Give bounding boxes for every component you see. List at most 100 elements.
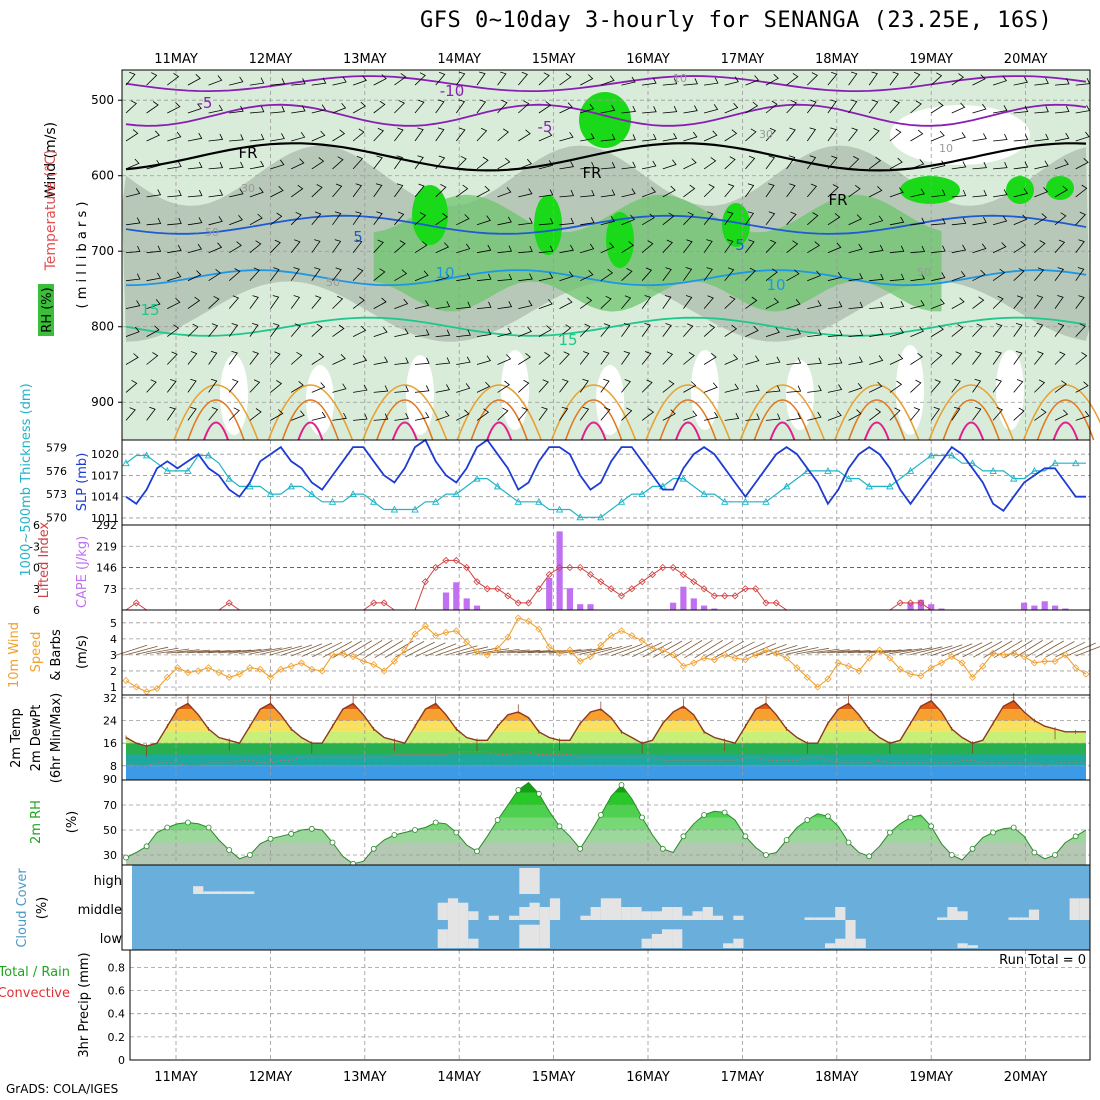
- cloud-high-bar: [529, 868, 540, 894]
- wind-barb: [951, 73, 964, 86]
- wind-barb: [745, 384, 760, 393]
- wind-barb: [889, 245, 905, 254]
- wind-barb: [1054, 185, 1068, 198]
- lifted-index-point: [617, 592, 626, 600]
- wind-barb: [745, 211, 755, 226]
- wind-barb: [910, 299, 925, 309]
- wind-barb: [394, 328, 409, 337]
- wind-barb: [167, 244, 182, 254]
- wind-barb: [703, 211, 714, 226]
- wind-speed-point: [865, 654, 873, 662]
- wind-barb: [1054, 105, 1070, 114]
- wind-barb: [538, 189, 554, 198]
- rh-point: [226, 847, 233, 853]
- wind-barb: [394, 183, 404, 198]
- temperature-band: [126, 765, 1086, 780]
- cape-bar: [473, 605, 481, 610]
- wind-barb: [559, 297, 573, 309]
- wind-barb: [600, 189, 616, 198]
- wind-barb: [146, 189, 162, 198]
- surface-wind-barb: [590, 646, 623, 656]
- wind-barb: [703, 157, 717, 170]
- wind-barb: [848, 243, 863, 254]
- wind-speed-point: [494, 644, 502, 653]
- cloud-low-bar: [967, 945, 978, 948]
- thickness-point: [184, 466, 192, 474]
- wind-barb: [290, 295, 301, 309]
- wind-barb: [414, 127, 424, 142]
- thickness-point: [1051, 459, 1059, 467]
- wind-barb: [806, 127, 817, 142]
- wind-barb: [786, 357, 802, 365]
- cloud-high-bar: [244, 891, 255, 894]
- wind-barb: [889, 128, 902, 142]
- hot-isotherm-arch: [863, 421, 890, 441]
- upper-wind-barbs: [125, 71, 1091, 421]
- wind-barb: [538, 406, 548, 421]
- wind-barb: [559, 102, 573, 114]
- wind-barb: [745, 101, 759, 114]
- wind-barb: [249, 379, 261, 393]
- wind-speed-point: [153, 685, 161, 693]
- wind-barb: [745, 325, 759, 337]
- wind-barb: [332, 129, 346, 142]
- wind-barb: [125, 158, 140, 170]
- wind-speed-point: [380, 667, 388, 675]
- cloud-middle-bar: [672, 907, 683, 920]
- lifted-tick-label: -3: [29, 540, 40, 553]
- wind-barb: [518, 245, 533, 254]
- wind-barb: [414, 155, 424, 170]
- surface-wind-barb: [868, 649, 902, 654]
- cape-bar: [680, 586, 687, 610]
- hot-isotherm-arch: [297, 421, 324, 441]
- wind-barb: [146, 130, 160, 142]
- surface-wind-barb: [291, 643, 323, 657]
- wind-barb: [290, 239, 301, 253]
- wind-barb: [724, 324, 738, 337]
- wind-barb: [621, 351, 631, 365]
- wind-barb: [497, 245, 513, 254]
- lifted-index-point: [432, 563, 440, 572]
- wind-barb: [455, 99, 466, 114]
- cloud-middle-bar: [580, 915, 591, 920]
- wind-barb: [229, 161, 244, 170]
- wind-barb: [1013, 267, 1025, 281]
- wind-barb: [1075, 131, 1090, 142]
- slp-tick-label: 1014: [91, 491, 119, 504]
- wind-speed-point: [906, 670, 915, 678]
- wind-barb: [1054, 132, 1070, 142]
- surface-wind-barb: [653, 640, 683, 658]
- cape-tick-label: 292: [96, 519, 117, 532]
- wind-speed-point: [483, 651, 491, 659]
- wind-barb: [703, 104, 719, 114]
- wind-barb: [745, 355, 760, 365]
- cape-bar: [577, 604, 584, 610]
- surface-wind-barb: [983, 640, 1013, 658]
- wind-barb: [889, 99, 900, 114]
- wind-barb: [868, 128, 880, 142]
- wind-barb: [579, 351, 590, 365]
- wind-barb: [827, 271, 843, 282]
- wind-barb: [352, 355, 368, 365]
- surface-wind-barb: [301, 642, 333, 657]
- rh-point: [948, 852, 955, 858]
- wind-barb: [889, 301, 905, 309]
- wind-barb: [1054, 159, 1069, 170]
- surface-wind-barb: [558, 648, 592, 654]
- surface-wind-barb: [197, 650, 231, 654]
- rh-line: [125, 781, 1087, 865]
- wind-barb: [518, 326, 532, 337]
- cloud-low-bar: [468, 938, 479, 948]
- wind-barb: [683, 410, 698, 421]
- wind-barb: [291, 105, 306, 114]
- wind-barb: [394, 269, 408, 282]
- wind-barb: [249, 295, 259, 309]
- wind-barb: [1013, 214, 1028, 226]
- warm-isotherm-arch: [659, 399, 717, 441]
- wind-barb: [951, 102, 966, 114]
- wind-speed-point: [359, 657, 367, 665]
- wind-unit-label: (m/s): [75, 635, 90, 669]
- rh-point: [1052, 852, 1058, 858]
- wind-barb: [125, 71, 136, 86]
- wind-barb: [724, 267, 735, 281]
